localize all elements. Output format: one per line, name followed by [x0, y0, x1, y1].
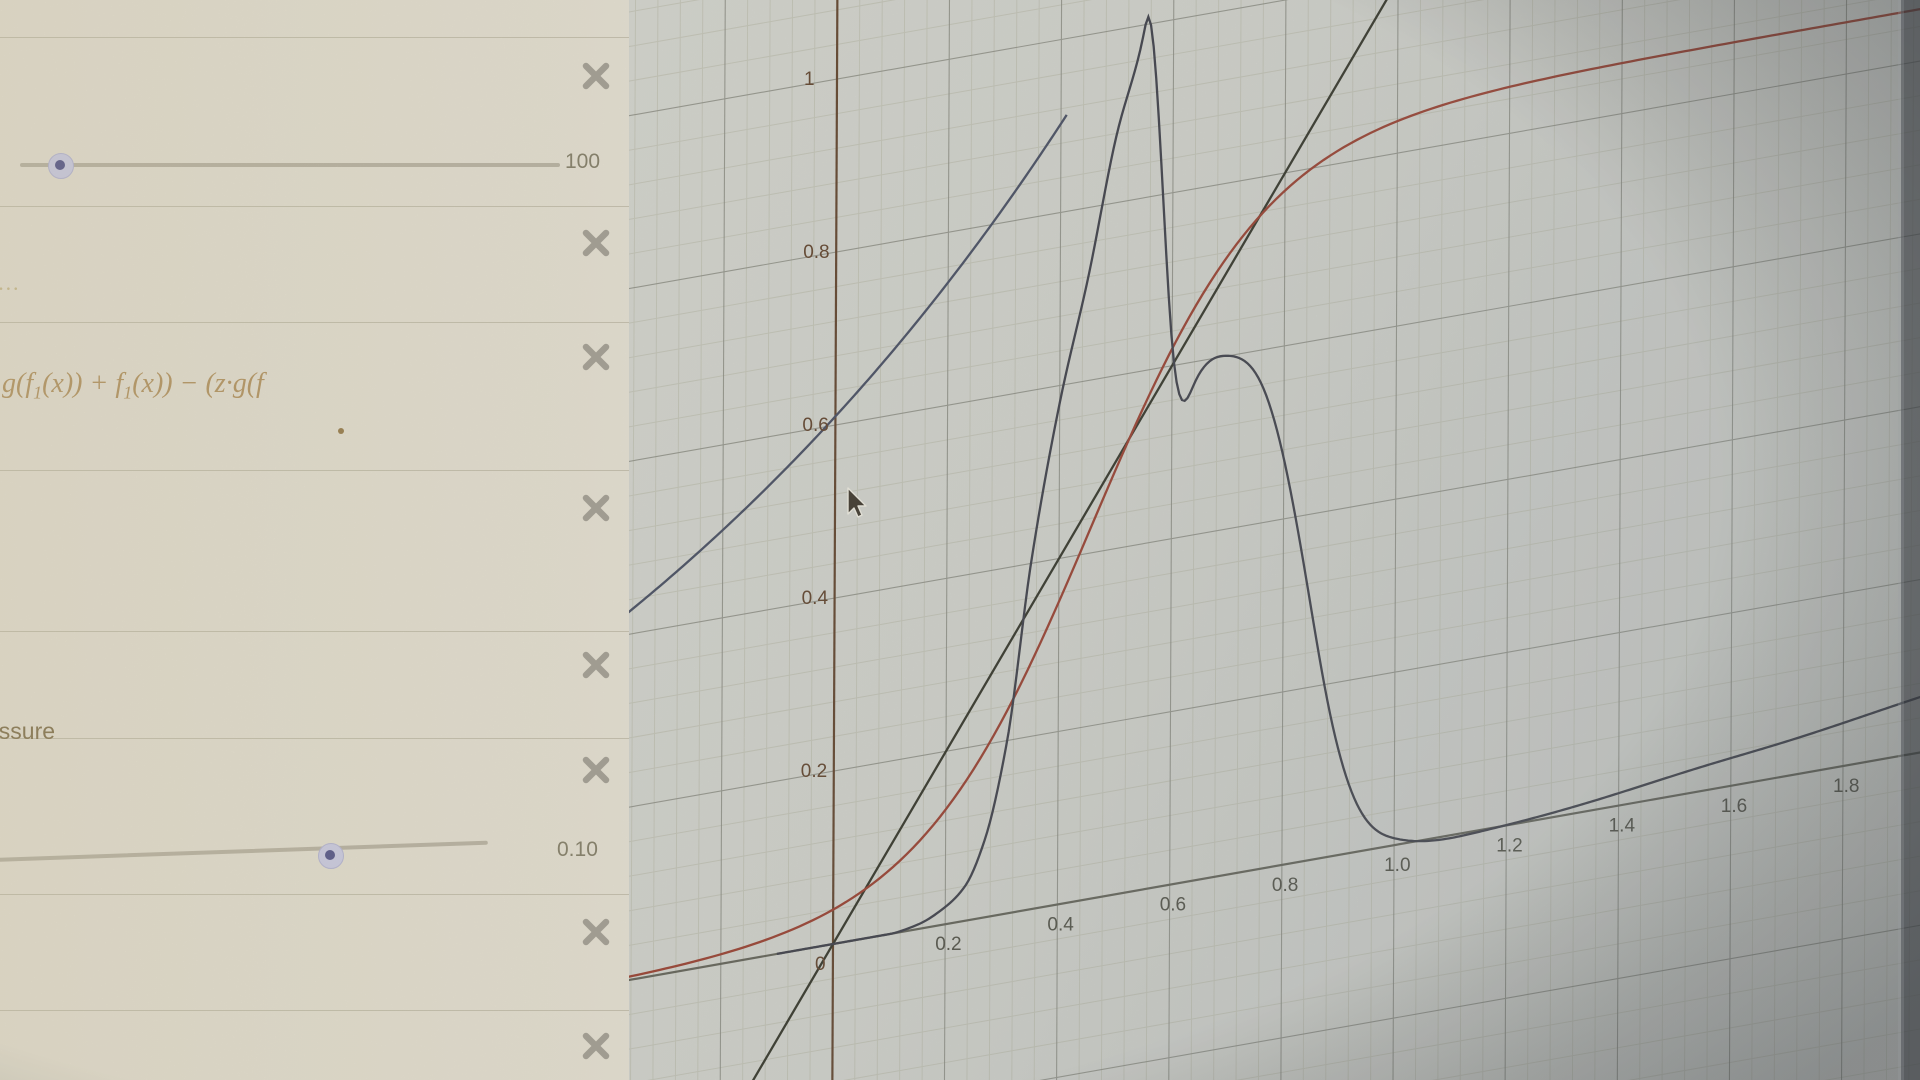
svg-text:0.6: 0.6 — [802, 415, 828, 436]
svg-text:0: 0 — [815, 954, 826, 975]
svg-text:1.8: 1.8 — [1833, 776, 1859, 797]
svg-text:0.2: 0.2 — [935, 934, 961, 955]
svg-text:0.4: 0.4 — [802, 588, 829, 609]
svg-text:0.8: 0.8 — [803, 242, 829, 263]
svg-text:0.2: 0.2 — [801, 761, 827, 782]
svg-text:0.8: 0.8 — [1272, 875, 1298, 896]
svg-text:1.4: 1.4 — [1609, 816, 1636, 837]
svg-text:1.2: 1.2 — [1496, 835, 1522, 856]
svg-text:1: 1 — [804, 69, 815, 90]
svg-text:0.6: 0.6 — [1160, 895, 1186, 916]
svg-text:1.0: 1.0 — [1384, 855, 1410, 876]
svg-text:1.6: 1.6 — [1721, 796, 1747, 817]
svg-text:0.4: 0.4 — [1047, 914, 1074, 935]
